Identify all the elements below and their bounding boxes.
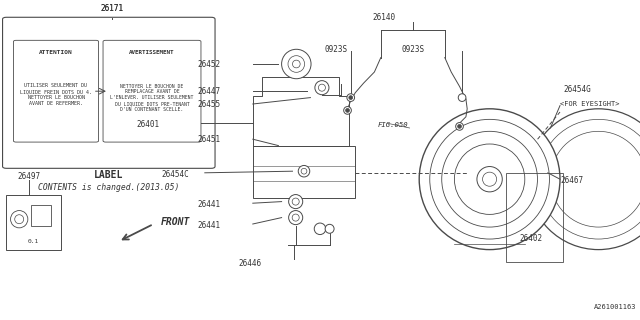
Ellipse shape (282, 49, 311, 79)
Text: 26467: 26467 (560, 176, 583, 185)
Ellipse shape (347, 94, 355, 101)
Ellipse shape (346, 108, 349, 112)
Text: 26497: 26497 (17, 172, 40, 180)
Text: 26140: 26140 (372, 13, 396, 22)
Text: 0.1: 0.1 (28, 239, 39, 244)
Ellipse shape (289, 211, 303, 225)
Ellipse shape (419, 109, 560, 250)
Ellipse shape (325, 224, 334, 233)
Ellipse shape (528, 109, 640, 250)
Ellipse shape (477, 166, 502, 192)
FancyBboxPatch shape (3, 17, 215, 168)
Text: 26402: 26402 (520, 234, 543, 243)
Text: 26401: 26401 (137, 120, 160, 129)
Text: FRONT: FRONT (161, 217, 191, 228)
Text: 26441: 26441 (198, 221, 221, 230)
Ellipse shape (456, 123, 463, 130)
Text: 26446: 26446 (238, 260, 261, 268)
Text: NETTOYER LE BOUCHON DE
REMPLACAGE AVANT DE
L'ENLEVER. UTILISER SEULEMENT
DU LIQU: NETTOYER LE BOUCHON DE REMPLACAGE AVANT … (110, 84, 194, 112)
Ellipse shape (458, 124, 461, 128)
Text: 26447: 26447 (198, 87, 221, 96)
Bar (6, 195, 61, 250)
Text: 0923S: 0923S (324, 45, 348, 54)
Ellipse shape (349, 96, 353, 100)
Text: A261001163: A261001163 (595, 304, 637, 310)
Text: 0923S: 0923S (401, 45, 424, 54)
Polygon shape (253, 77, 349, 146)
Ellipse shape (315, 81, 329, 95)
Text: FIG.050: FIG.050 (378, 122, 408, 128)
Text: ATTENTION: ATTENTION (39, 50, 73, 55)
Bar (506, 173, 563, 262)
Text: 26171: 26171 (100, 4, 124, 12)
Bar (253, 146, 355, 198)
Text: 26454G: 26454G (563, 85, 591, 94)
Ellipse shape (298, 165, 310, 177)
FancyBboxPatch shape (13, 40, 99, 142)
Text: 26454C: 26454C (161, 170, 189, 179)
Text: <FOR EYESIGHT>: <FOR EYESIGHT> (560, 101, 620, 107)
Text: 26171: 26171 (100, 4, 124, 12)
Text: UTILISER SEULEMENT DU
LIQUIDE FREIN DOTS DU 4.
NETTOYER LE BOUCHON
AVANT DE REFE: UTILISER SEULEMENT DU LIQUIDE FREIN DOTS… (20, 83, 92, 106)
Text: 26451: 26451 (198, 135, 221, 144)
Ellipse shape (289, 195, 303, 209)
Text: 26455: 26455 (198, 100, 221, 108)
Ellipse shape (458, 94, 466, 101)
Text: CONTENTS is changed.(2013.05): CONTENTS is changed.(2013.05) (38, 183, 179, 192)
Text: LABEL: LABEL (94, 170, 124, 180)
Text: AVERTISSEMENT: AVERTISSEMENT (129, 50, 175, 55)
Text: 26452: 26452 (198, 60, 221, 68)
FancyBboxPatch shape (103, 40, 201, 142)
Bar (31, 205, 51, 226)
Ellipse shape (314, 223, 326, 235)
Ellipse shape (344, 107, 351, 114)
Text: 26441: 26441 (198, 200, 221, 209)
